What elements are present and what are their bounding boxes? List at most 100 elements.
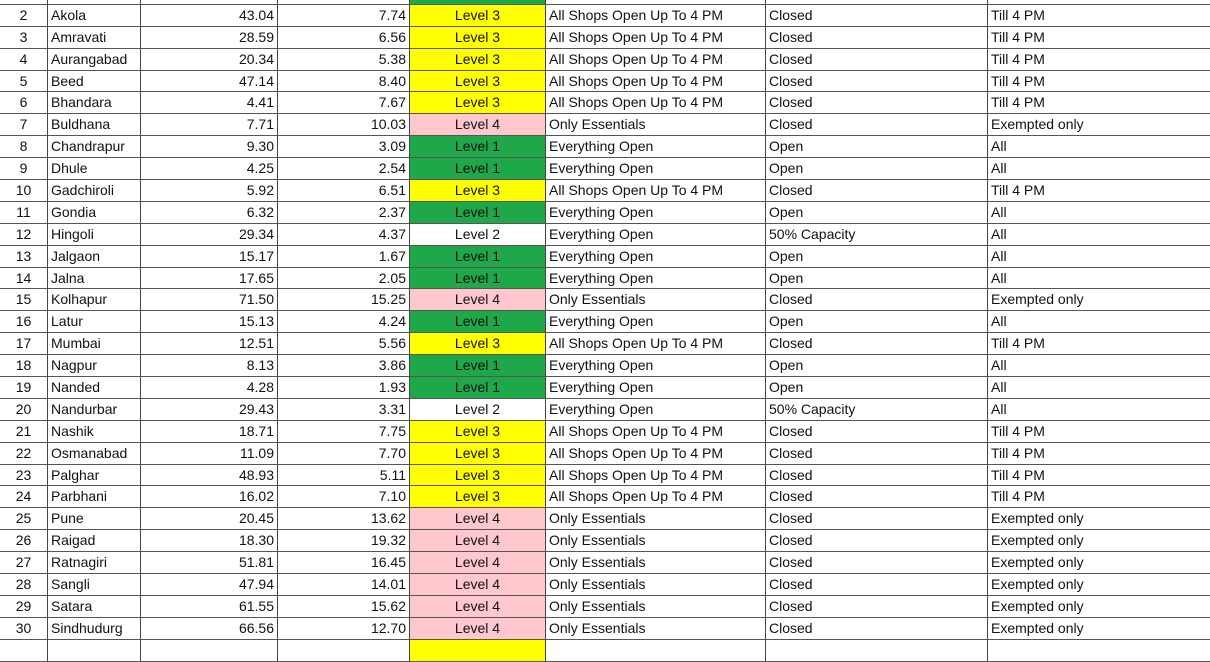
cell-district[interactable]: Mumbai — [48, 333, 141, 355]
cell-level[interactable]: Level 3 — [410, 26, 546, 48]
cell-timing-rule[interactable]: Exempted only — [991, 116, 1084, 133]
cell-capacity-rule[interactable]: Closed — [766, 595, 988, 617]
cell-shops-rule[interactable]: All Shops Open Up To 4 PM — [546, 26, 766, 48]
cell-level[interactable]: Level 4 — [410, 530, 546, 552]
cell-shops-rule[interactable]: All Shops Open Up To 4 PM — [546, 442, 766, 464]
cell-timing-rule[interactable]: Till 4 PM — [991, 444, 1045, 461]
cell-row-number[interactable]: 25 — [0, 508, 48, 530]
cell-district[interactable]: Bhandara — [48, 92, 141, 114]
cell-capacity-rule[interactable]: Closed — [766, 574, 988, 595]
cell-row-number[interactable]: 27 — [0, 552, 48, 574]
cell-value-2[interactable]: 19.32 — [278, 530, 410, 552]
cell-level[interactable]: Level 2 — [410, 223, 546, 245]
cell-value-1[interactable]: 5.92 — [141, 180, 278, 201]
cell-shops-rule[interactable]: All Shops Open Up To 4 PM — [546, 92, 766, 114]
cell-timing-rule[interactable]: All — [991, 225, 1007, 242]
cell-level[interactable]: Level 4 — [410, 508, 546, 530]
cell-timing-rule[interactable]: Till 4 PM — [991, 335, 1045, 352]
cell-value-2[interactable] — [278, 0, 410, 4]
cell-district[interactable]: Latur — [48, 311, 141, 333]
cell-level[interactable]: Level 3 — [410, 92, 546, 114]
cell-level[interactable]: Level 1 — [410, 377, 546, 398]
cell-shops-rule[interactable]: Everything Open — [546, 398, 766, 420]
cell-timing-rule[interactable]: Till 4 PM — [991, 50, 1045, 67]
cell-district[interactable]: Sangli — [48, 574, 141, 595]
cell-shops-rule[interactable]: Only Essentials — [546, 574, 766, 595]
cell-timing-rule[interactable]: Exempted only — [991, 554, 1084, 571]
cell-timing-rule[interactable]: Till 4 PM — [991, 6, 1045, 23]
cell-value-2[interactable]: 13.62 — [278, 508, 410, 530]
cell-district[interactable]: Dhule — [48, 158, 141, 180]
cell-value-2[interactable] — [278, 639, 410, 661]
cell-row-number[interactable]: 29 — [0, 595, 48, 617]
cell-value-1[interactable]: 6.32 — [141, 201, 278, 223]
cell-capacity-rule[interactable]: Open — [766, 267, 988, 289]
cell-level[interactable]: Level 3 — [410, 48, 546, 70]
cell-row-number[interactable]: 18 — [0, 355, 48, 377]
cell-capacity-rule[interactable]: Closed — [766, 530, 988, 552]
cell-district[interactable]: Amravati — [48, 26, 141, 48]
cell-timing-rule[interactable]: Exempted only — [991, 576, 1084, 593]
cell-shops-rule[interactable]: All Shops Open Up To 4 PM — [546, 180, 766, 201]
cell-row-number[interactable]: 14 — [0, 267, 48, 289]
cell-district[interactable]: Aurangabad — [48, 48, 141, 70]
cell-capacity-rule[interactable]: 50% Capacity — [766, 398, 988, 420]
cell-row-number[interactable]: 15 — [0, 289, 48, 311]
cell-district[interactable]: Kolhapur — [48, 289, 141, 311]
cell-district[interactable]: Jalgaon — [48, 245, 141, 267]
cell-timing-rule[interactable] — [988, 0, 1210, 4]
cell-level[interactable]: Level 1 — [410, 311, 546, 333]
cell-timing-rule[interactable]: All — [991, 313, 1007, 330]
cell-level[interactable]: Level 3 — [410, 333, 546, 355]
cell-district[interactable]: Ratnagiri — [48, 552, 141, 574]
cell-capacity-rule[interactable]: Closed — [766, 114, 988, 136]
cell-shops-rule[interactable]: Everything Open — [546, 223, 766, 245]
cell-row-number[interactable]: 16 — [0, 311, 48, 333]
cell-timing-rule[interactable]: Till 4 PM — [991, 466, 1045, 483]
cell-capacity-rule[interactable]: Closed — [766, 486, 988, 508]
cell-shops-rule[interactable]: Everything Open — [546, 267, 766, 289]
cell-timing-rule[interactable]: All — [991, 269, 1007, 286]
cell-timing-rule[interactable]: Exempted only — [991, 291, 1084, 308]
cell-value-1[interactable]: 61.55 — [141, 595, 278, 617]
cell-row-number[interactable]: 28 — [0, 574, 48, 595]
cell-row-number[interactable]: 21 — [0, 420, 48, 442]
cell-value-1[interactable]: 47.94 — [141, 574, 278, 595]
cell-shops-rule[interactable]: Only Essentials — [546, 530, 766, 552]
cell-value-2[interactable]: 6.51 — [278, 180, 410, 201]
cell-shops-rule[interactable]: All Shops Open Up To 4 PM — [546, 464, 766, 486]
cell-value-2[interactable]: 4.37 — [278, 223, 410, 245]
cell-capacity-rule[interactable]: Closed — [766, 4, 988, 26]
cell-shops-rule[interactable]: Only Essentials — [546, 552, 766, 574]
cell-level[interactable]: Level 4 — [410, 595, 546, 617]
cell-shops-rule[interactable]: All Shops Open Up To 4 PM — [546, 48, 766, 70]
cell-level[interactable]: Level 1 — [410, 245, 546, 267]
cell-row-number[interactable]: 22 — [0, 442, 48, 464]
cell-capacity-rule[interactable]: Closed — [766, 26, 988, 48]
cell-shops-rule[interactable]: Only Essentials — [546, 114, 766, 136]
cell-capacity-rule[interactable] — [766, 639, 988, 661]
cell-value-2[interactable]: 8.40 — [278, 70, 410, 92]
cell-district[interactable]: Beed — [48, 70, 141, 92]
cell-level[interactable]: Level 3 — [410, 486, 546, 508]
cell-district[interactable]: Raigad — [48, 530, 141, 552]
cell-value-2[interactable]: 3.31 — [278, 398, 410, 420]
cell-value-1[interactable]: 16.02 — [141, 486, 278, 508]
cell-value-2[interactable]: 15.62 — [278, 595, 410, 617]
cell-district[interactable]: Hingoli — [48, 223, 141, 245]
cell-capacity-rule[interactable]: Open — [766, 377, 988, 398]
cell-level[interactable] — [410, 639, 546, 661]
cell-value-2[interactable]: 7.74 — [278, 4, 410, 26]
cell-level[interactable]: Level 1 — [410, 201, 546, 223]
cell-row-number[interactable]: 20 — [0, 398, 48, 420]
cell-level[interactable]: Level 1 — [410, 267, 546, 289]
cell-level[interactable]: Level 3 — [410, 420, 546, 442]
cell-district[interactable] — [48, 639, 141, 661]
cell-district[interactable]: Osmanabad — [48, 442, 141, 464]
cell-value-2[interactable]: 7.10 — [278, 486, 410, 508]
cell-row-number[interactable]: 8 — [0, 136, 48, 158]
cell-shops-rule[interactable]: Everything Open — [546, 136, 766, 158]
cell-value-1[interactable]: 43.04 — [141, 4, 278, 26]
cell-timing-rule[interactable]: Exempted only — [991, 597, 1084, 614]
cell-value-2[interactable]: 5.11 — [278, 464, 410, 486]
